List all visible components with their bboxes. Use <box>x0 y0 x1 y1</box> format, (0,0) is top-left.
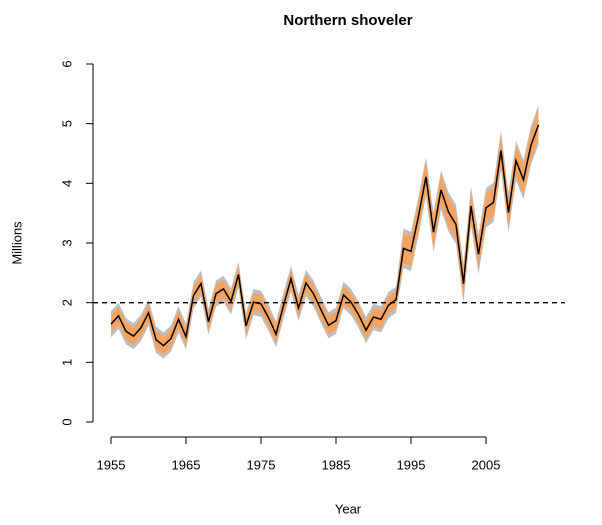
y-tick-label: 5 <box>59 120 74 127</box>
y-axis-label: Millions <box>9 221 24 265</box>
y-tick-label: 4 <box>59 180 74 187</box>
x-tick-label: 1995 <box>397 457 426 472</box>
y-tick-label: 6 <box>59 60 74 67</box>
x-axis-label: Year <box>335 501 362 516</box>
y-tick-label: 3 <box>59 239 74 246</box>
y-tick-label: 1 <box>59 359 74 366</box>
x-tick-label: 1975 <box>247 457 276 472</box>
estimate-line <box>110 124 540 347</box>
x-tick-label: 2005 <box>472 457 501 472</box>
x-tick-label: 1955 <box>97 457 126 472</box>
y-tick-label: 0 <box>59 418 74 425</box>
x-tick-label: 1985 <box>322 457 351 472</box>
chart-title: Northern shoveler <box>283 12 412 29</box>
confidence-band <box>111 109 539 355</box>
y-tick-label: 2 <box>59 299 74 306</box>
x-tick-label: 1965 <box>172 457 201 472</box>
